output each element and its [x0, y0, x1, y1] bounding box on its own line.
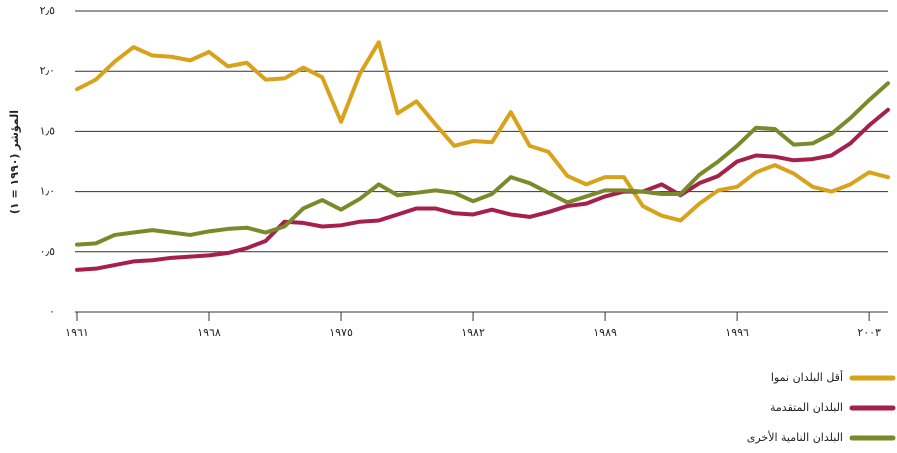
x-tick-label: ١٩٨٩ — [593, 326, 617, 339]
series-line — [75, 81, 890, 247]
legend-label: البلدان النامية الأخرى — [747, 430, 843, 444]
legend-label: البلدان المتقدمة — [770, 401, 843, 414]
y-tick-label: ٠ — [49, 305, 55, 318]
legend-label: أقل البلدان نموا — [771, 370, 843, 384]
x-tick-label: ١٩٦٨ — [197, 326, 221, 339]
series-line — [75, 40, 890, 223]
y-tick-label: ٠٫٥ — [40, 245, 55, 258]
series-line — [75, 107, 890, 272]
x-tick-label: ١٩٨٢ — [461, 326, 485, 339]
x-tick-label: ٢٠٠٣ — [857, 326, 881, 339]
y-axis-label: المؤشر (١٩٩٠ = ١) — [8, 110, 21, 214]
y-tick-label: ١٫٠ — [40, 185, 55, 198]
y-tick-label: ٢٫٠ — [40, 64, 55, 77]
y-tick-label: ٢٫٥ — [40, 4, 55, 17]
x-tick-label: ١٩٦١ — [65, 326, 89, 339]
y-tick-label: ١٫٥ — [40, 124, 55, 137]
x-tick-label: ١٩٧٥ — [329, 326, 353, 339]
x-tick-label: ١٩٩٦ — [725, 326, 749, 339]
